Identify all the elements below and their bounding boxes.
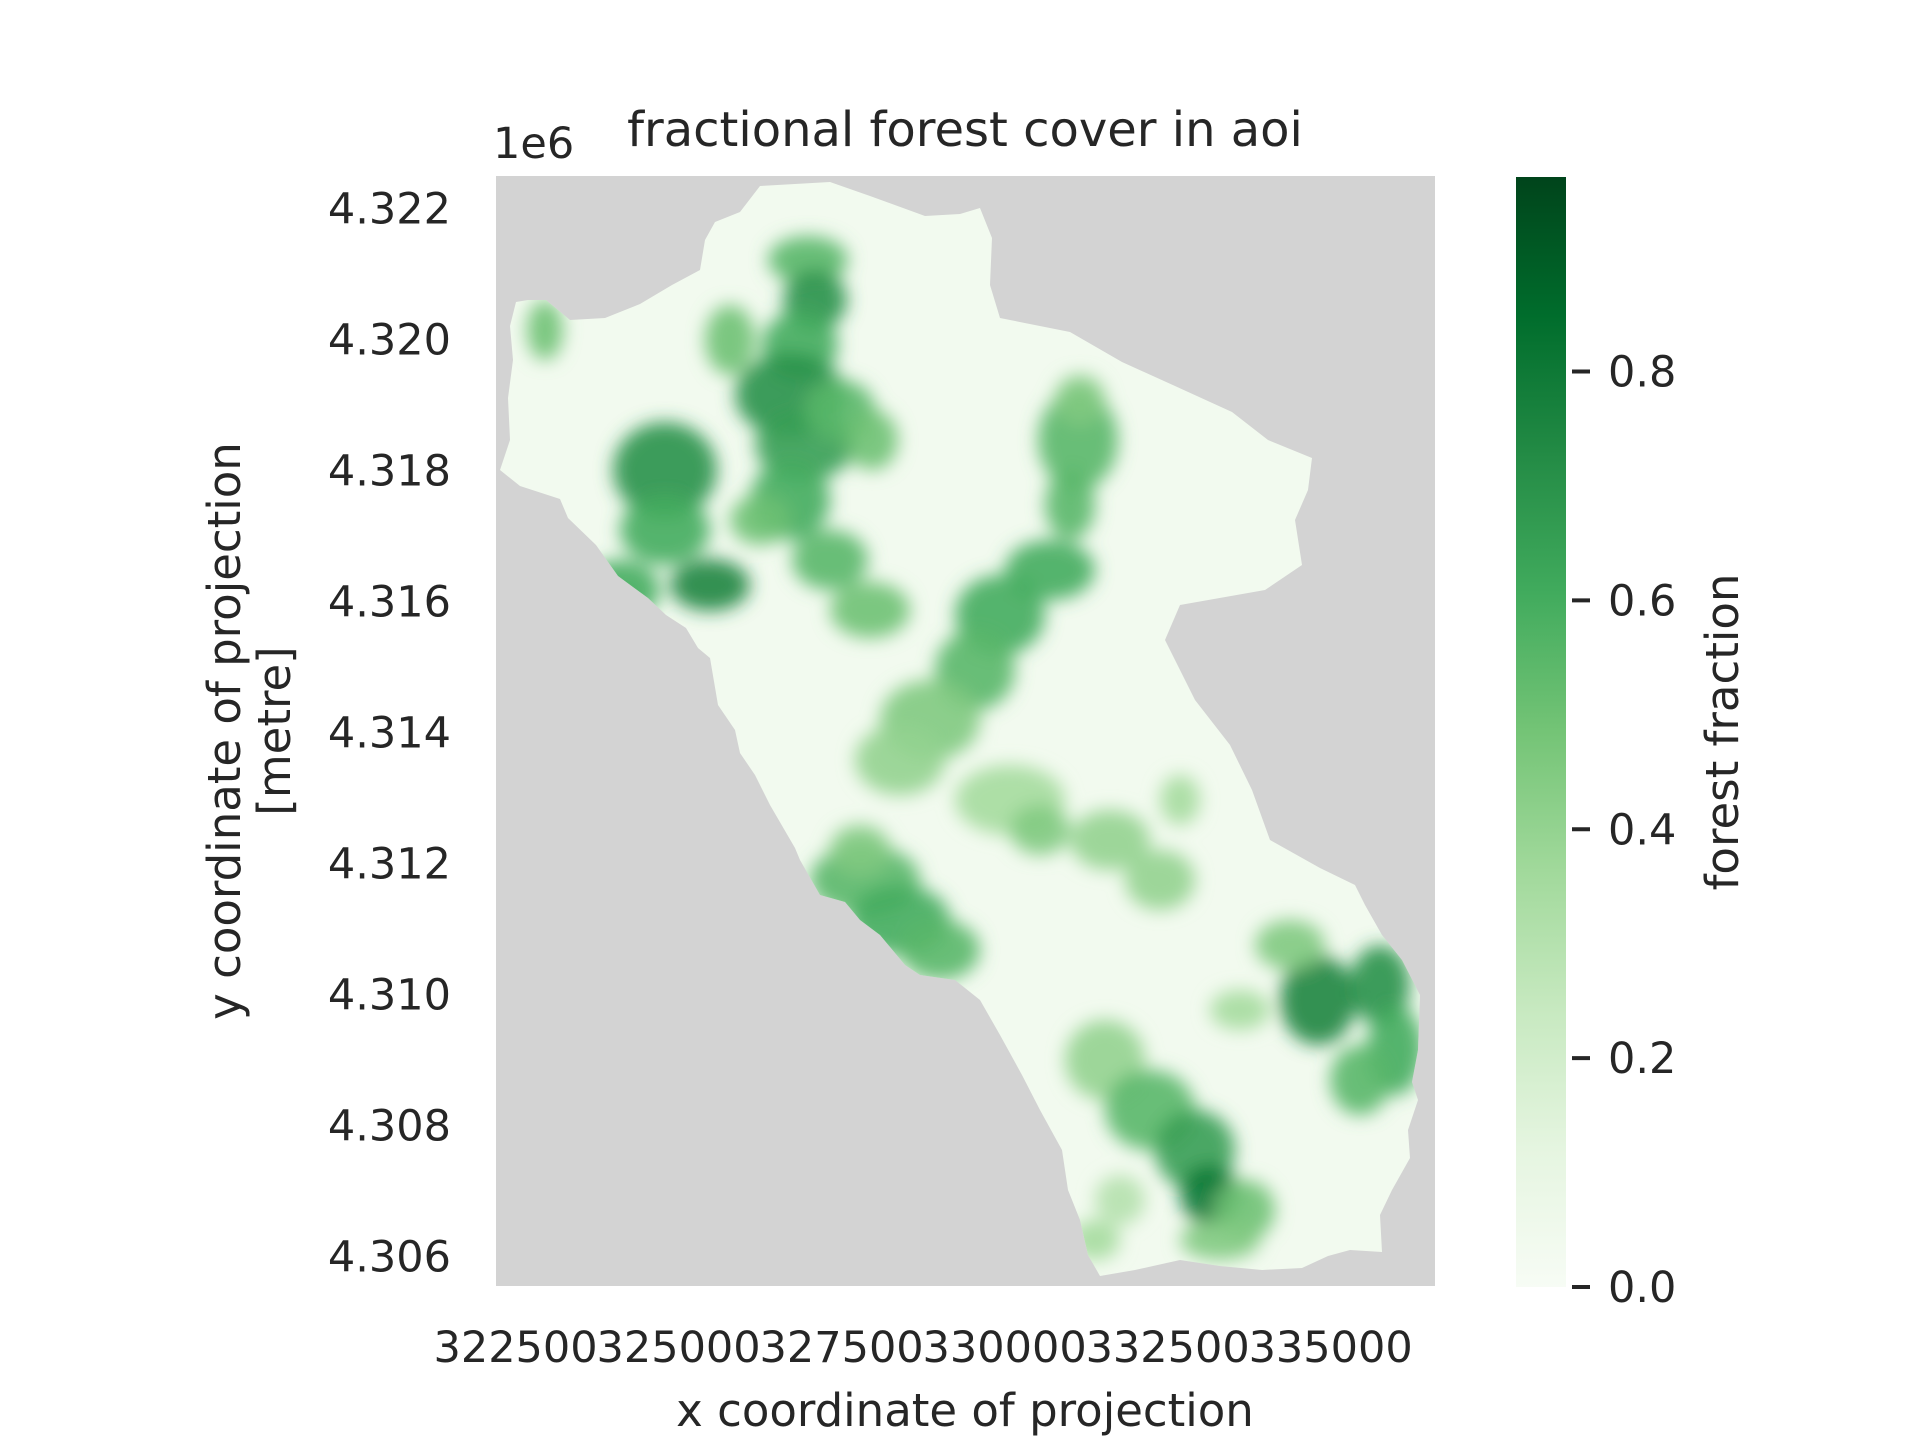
y-tick-label-2: 4.318 bbox=[328, 447, 451, 497]
forest-patch-38 bbox=[1255, 920, 1325, 970]
y-tick-label-5: 4.312 bbox=[328, 840, 451, 890]
x-tick-label-3: 330000 bbox=[923, 1323, 1087, 1373]
y-axis-ticks: 4.322 4.320 4.318 4.316 4.314 4.312 4.310 4.308… bbox=[328, 185, 451, 1283]
x-tick-label-2: 327500 bbox=[760, 1323, 924, 1373]
forest-patch-10 bbox=[792, 530, 868, 590]
y-axis-title-unit: [metre] bbox=[248, 646, 301, 815]
x-axis-title: x coordinate of projection bbox=[676, 1384, 1254, 1437]
colorbar-ticks: 0.0 0.2 0.4 0.6 0.8 bbox=[1572, 348, 1676, 1313]
forest-patch-46 bbox=[1095, 1175, 1145, 1225]
forest-patch-24 bbox=[1055, 375, 1105, 425]
forest-patch-29 bbox=[1160, 775, 1200, 825]
x-axis-title-unit: [metre] bbox=[880, 1436, 1049, 1440]
forest-patch-9 bbox=[846, 410, 898, 470]
forest-patch-34 bbox=[1280, 955, 1356, 1045]
colorbar-tick-label-1: 0.2 bbox=[1608, 1034, 1676, 1084]
forest-patch-6 bbox=[730, 495, 790, 545]
colorbar-label: forest fraction bbox=[1696, 574, 1749, 891]
colorbar-tick-label-2: 0.4 bbox=[1608, 805, 1676, 855]
y-tick-label-7: 4.308 bbox=[328, 1102, 451, 1152]
x-tick-label-1: 325000 bbox=[597, 1323, 761, 1373]
y-axis-title: y coordinate of projection bbox=[198, 442, 251, 1020]
forest-patch-12 bbox=[613, 422, 717, 518]
x-tick-label-0: 322500 bbox=[433, 1323, 597, 1373]
y-offset-text: 1e6 bbox=[493, 119, 574, 169]
forest-patch-32 bbox=[900, 920, 980, 980]
forest-fraction-patches bbox=[527, 236, 1420, 1260]
forest-patch-45 bbox=[1180, 1220, 1260, 1260]
forest-patch-27 bbox=[1070, 810, 1150, 870]
colorbar bbox=[1516, 177, 1566, 1287]
y-tick-label-3: 4.316 bbox=[328, 578, 451, 628]
forest-patch-8 bbox=[705, 305, 755, 375]
forest-patch-14 bbox=[620, 495, 710, 565]
colorbar-tick-label-0: 0.0 bbox=[1608, 1263, 1676, 1313]
forest-patch-16 bbox=[527, 300, 563, 360]
x-tick-label-5: 335000 bbox=[1249, 1323, 1413, 1373]
forest-patch-13 bbox=[670, 559, 750, 611]
y-tick-label-0: 4.322 bbox=[328, 185, 451, 235]
y-tick-label-1: 4.320 bbox=[328, 316, 451, 366]
forest-patch-37 bbox=[1330, 1045, 1390, 1115]
colorbar-tick-label-4: 0.8 bbox=[1608, 348, 1676, 398]
forest-patch-0 bbox=[768, 236, 848, 284]
chart-title: fractional forest cover in aoi bbox=[627, 102, 1303, 158]
forest-patch-18 bbox=[1045, 470, 1095, 540]
colorbar-tick-label-3: 0.6 bbox=[1608, 576, 1676, 626]
forest-patch-26 bbox=[1010, 805, 1070, 855]
y-tick-label-4: 4.314 bbox=[328, 709, 451, 759]
forest-patch-39 bbox=[1210, 990, 1270, 1030]
y-tick-label-6: 4.310 bbox=[328, 971, 451, 1021]
forest-patch-28 bbox=[1125, 850, 1195, 910]
forest-patch-11 bbox=[830, 582, 910, 638]
x-tick-label-4: 332500 bbox=[1086, 1323, 1250, 1373]
forest-patch-33 bbox=[830, 825, 890, 875]
forest-patch-23 bbox=[855, 725, 945, 795]
y-tick-label-8: 4.306 bbox=[328, 1233, 451, 1283]
